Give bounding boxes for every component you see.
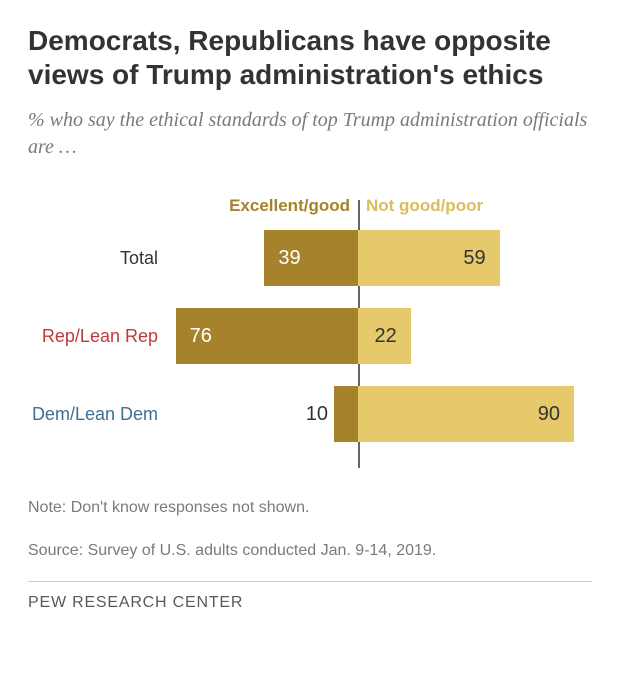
bar-row: Dem/Lean Dem 10 90 (28, 386, 592, 442)
bar-right: 90 (358, 386, 574, 442)
legend-row: Excellent/good Not good/poor (28, 196, 592, 220)
bar-left-value: 39 (278, 247, 300, 270)
bar-left: 10 (334, 386, 358, 442)
chart-source: Source: Survey of U.S. adults conducted … (28, 539, 592, 562)
bar-left-value: 76 (190, 325, 212, 348)
bar-left: 76 (176, 308, 358, 364)
chart-area: Total 39 59 Rep/Lean Rep 76 22 Dem/Lean Dem 10 9… (28, 230, 592, 460)
row-label: Rep/Lean Rep (28, 308, 158, 364)
chart-title: Democrats, Republicans have opposite vie… (28, 24, 592, 91)
chart-container: Excellent/good Not good/poor Total 39 59 Re… (28, 196, 592, 466)
bar-right-value: 59 (463, 247, 485, 270)
divider (28, 581, 592, 582)
chart-subtitle: % who say the ethical standards of top T… (28, 107, 592, 161)
legend-left: Excellent/good (229, 196, 358, 216)
bar-row: Rep/Lean Rep 76 22 (28, 308, 592, 364)
bar-right: 59 (358, 230, 500, 286)
bar-right: 22 (358, 308, 411, 364)
bar-right-value: 90 (538, 403, 560, 426)
bar-left-value: 10 (306, 403, 328, 426)
attribution: PEW RESEARCH CENTER (28, 594, 592, 612)
bar-row: Total 39 59 (28, 230, 592, 286)
bar-right-value: 22 (375, 325, 397, 348)
bar-left: 39 (264, 230, 358, 286)
legend-right: Not good/poor (358, 196, 483, 216)
chart-note: Note: Don't know responses not shown. (28, 496, 592, 519)
row-label: Dem/Lean Dem (28, 386, 158, 442)
row-label: Total (28, 230, 158, 286)
